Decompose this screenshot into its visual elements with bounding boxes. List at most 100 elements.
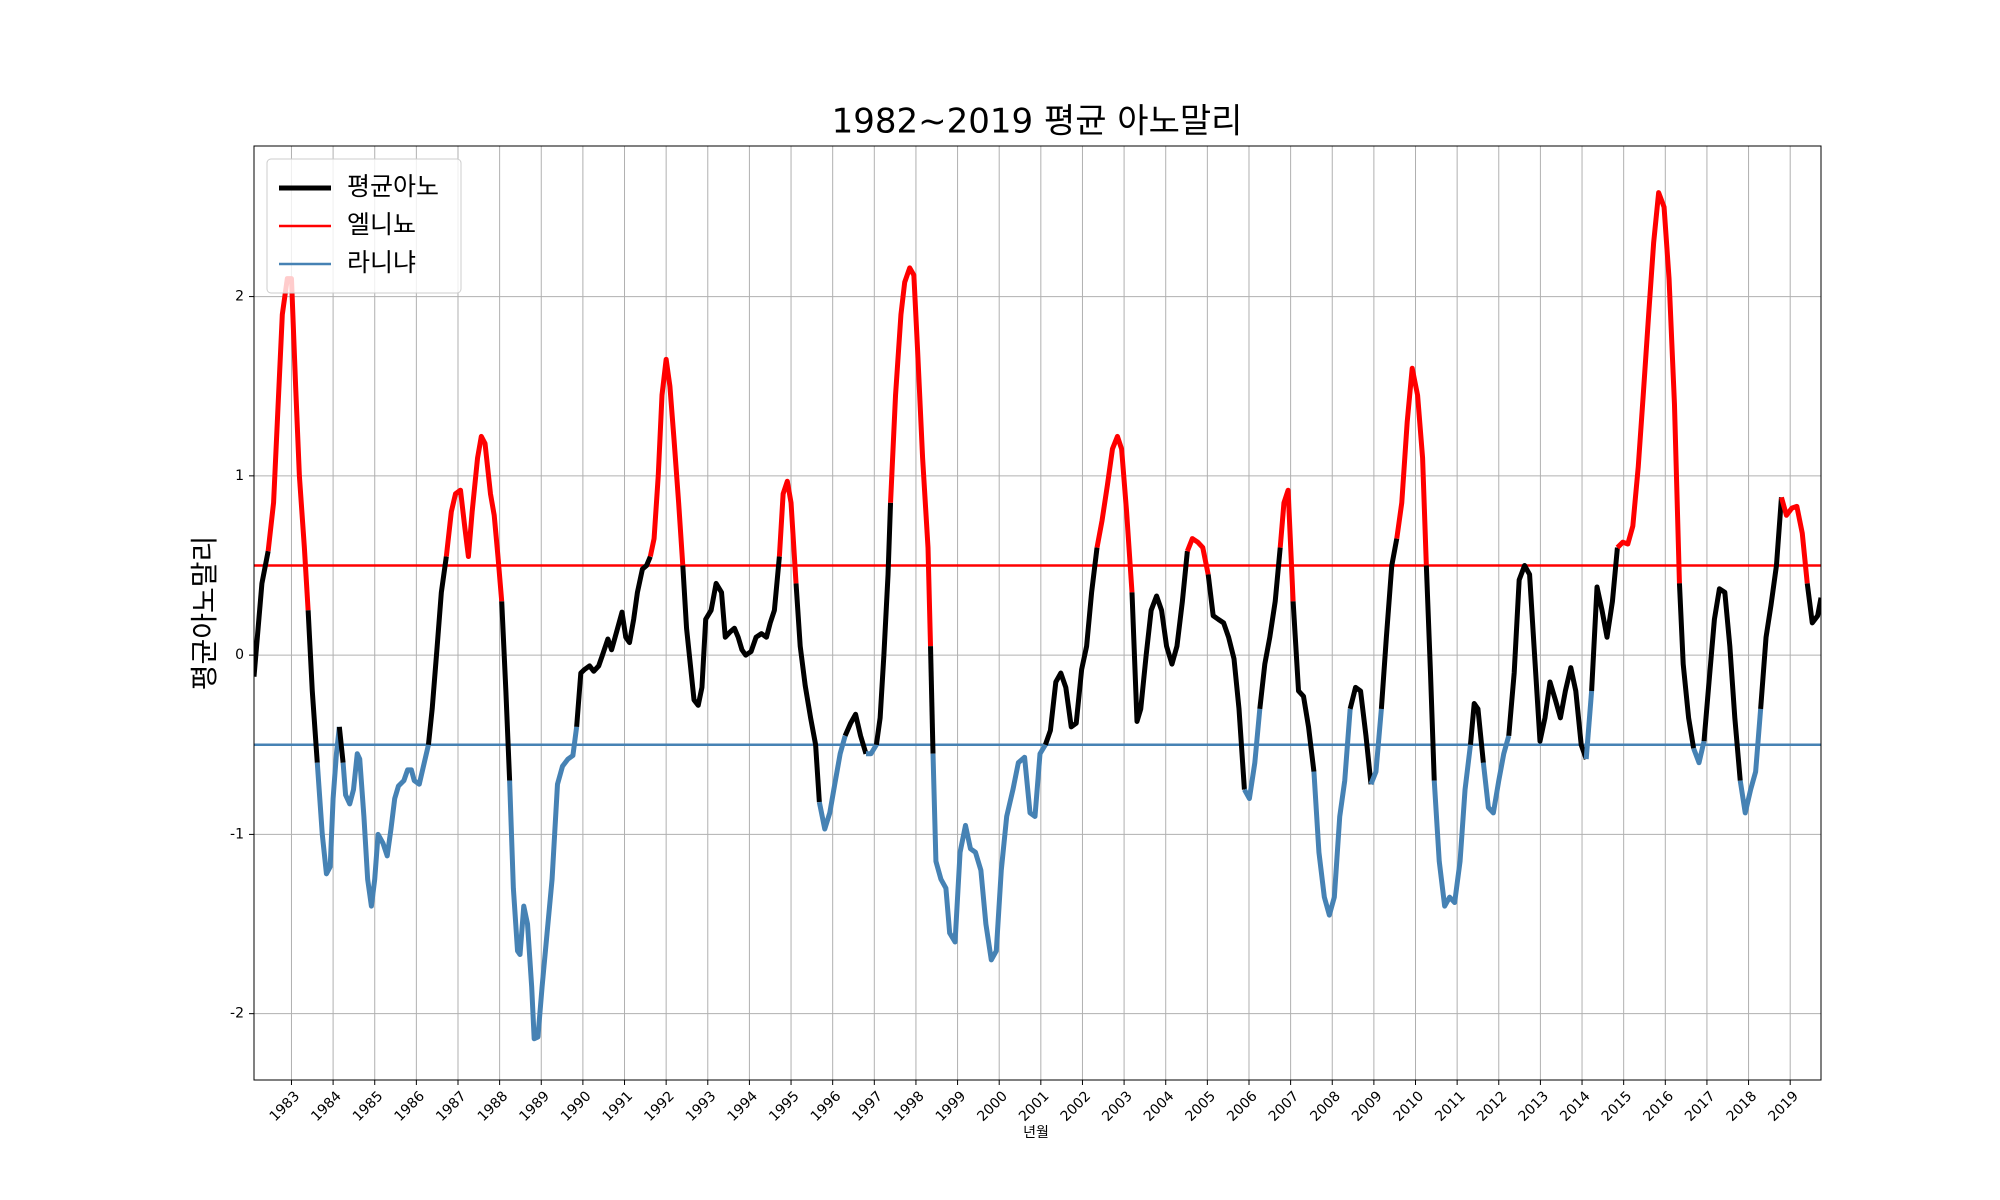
line-segment [1185,536,1211,575]
legend-box [266,158,462,294]
x-tick-label: 1994 [725,1088,762,1125]
line-segment [1804,583,1821,626]
x-tick-label: 1985 [350,1088,387,1125]
x-tick-label: 2002 [1058,1088,1095,1125]
x-tick-label: 1993 [683,1088,720,1125]
y-tick-label: -2 [230,1006,244,1022]
x-tick-label: 1989 [516,1088,553,1125]
line-segment [1311,708,1353,918]
line-segment [1779,496,1810,584]
line-segment [928,646,936,754]
x-tick-label: 2007 [1266,1088,1303,1125]
plot-frame [253,145,1822,1081]
line-segment [1589,547,1620,692]
x-tick-label: 1995 [766,1088,803,1125]
line-segment [1758,497,1784,710]
line-segment [1583,690,1595,760]
line-segment [1737,708,1764,816]
line-segment [1378,538,1400,710]
x-tick-label: 2011 [1432,1088,1469,1125]
x-tick-label: 1996 [808,1088,845,1125]
line-segment [507,726,580,1042]
line-segment [816,735,848,832]
line-segment [1205,574,1247,790]
x-tick-label: 1983 [267,1088,304,1125]
x-tick-label: 2000 [974,1088,1011,1125]
x-tick-label: 2003 [1099,1088,1136,1125]
line-segment [305,610,320,763]
x-tick-label: 2010 [1391,1088,1428,1125]
x-tick-label: 1984 [308,1088,345,1125]
line-segment [314,726,342,877]
y-axis-label: 평균아노말리 [188,536,221,691]
line-segment [1290,601,1317,772]
line-segment [842,711,869,755]
line-segment [1676,583,1697,749]
x-axis-label: 년월 [1023,1125,1049,1141]
line-segment [1701,586,1743,781]
x-tick-label: 1997 [849,1088,886,1125]
line-segment [254,550,271,677]
line-segment [793,583,822,803]
x-tick-label: 2015 [1599,1088,1636,1125]
line-segment [930,743,1048,963]
x-tick-label: 2004 [1141,1088,1178,1125]
line-segment [865,743,879,757]
legend-label: 엘니뇨 [347,210,416,239]
x-tick-label: 2005 [1182,1088,1219,1125]
line-segment [443,433,505,602]
legend-label: 라니냐 [347,248,416,277]
x-tick-label: 2016 [1640,1088,1677,1125]
line-segment [1257,547,1283,710]
x-tick-label: 2019 [1765,1088,1802,1125]
x-tick-label: 1990 [558,1088,595,1125]
y-tick-label: -1 [230,826,244,842]
line-segment [499,601,513,781]
x-tick-label: 2009 [1349,1088,1386,1125]
y-tick-label: 1 [235,468,244,484]
line-segment [1467,701,1486,763]
line-segment [1129,550,1190,724]
line-segment [1506,562,1589,760]
line-segment [1394,365,1429,566]
line-segment [873,502,894,746]
line-segment [1347,684,1374,785]
line-segment [336,726,346,763]
y-tick-label: 0 [235,647,244,663]
x-tick-label: 1999 [933,1088,970,1125]
line-segment [680,556,782,708]
line-segment [776,478,799,584]
x-tick-label: 2001 [1016,1088,1053,1125]
x-tick-label: 1988 [475,1088,512,1125]
line-segment [1431,744,1473,909]
line-segment [1615,190,1682,584]
line-segment [1094,433,1135,593]
y-tick-label: 2 [235,289,244,305]
line-segment [265,276,311,611]
x-tick-label: 2017 [1682,1088,1719,1125]
x-tick-label: 1991 [600,1088,637,1125]
x-tick-label: 1986 [392,1088,429,1125]
x-tick-label: 1998 [891,1088,928,1125]
line-segment [340,744,431,909]
line-segment [888,265,934,647]
line-segment [647,356,686,566]
x-tick-label: 2014 [1557,1088,1594,1125]
x-tick-label: 2013 [1516,1088,1553,1125]
line-segment [425,556,449,746]
chart-title: 1982~2019 평균 아노말리 [832,102,1243,142]
line-segment [1480,735,1512,816]
line-segment [1277,487,1296,602]
x-tick-label: 2006 [1224,1088,1261,1125]
line-segment [574,555,653,728]
x-tick-label: 2018 [1724,1088,1761,1125]
line-segment [1368,708,1384,786]
line-segment [1043,547,1100,746]
line-segment [1691,740,1707,766]
x-tick-label: 2008 [1307,1088,1344,1125]
line-segment [1423,565,1437,781]
line-segment [1242,708,1263,802]
x-tick-label: 1987 [433,1088,470,1125]
x-tick-label: 1992 [641,1088,678,1125]
